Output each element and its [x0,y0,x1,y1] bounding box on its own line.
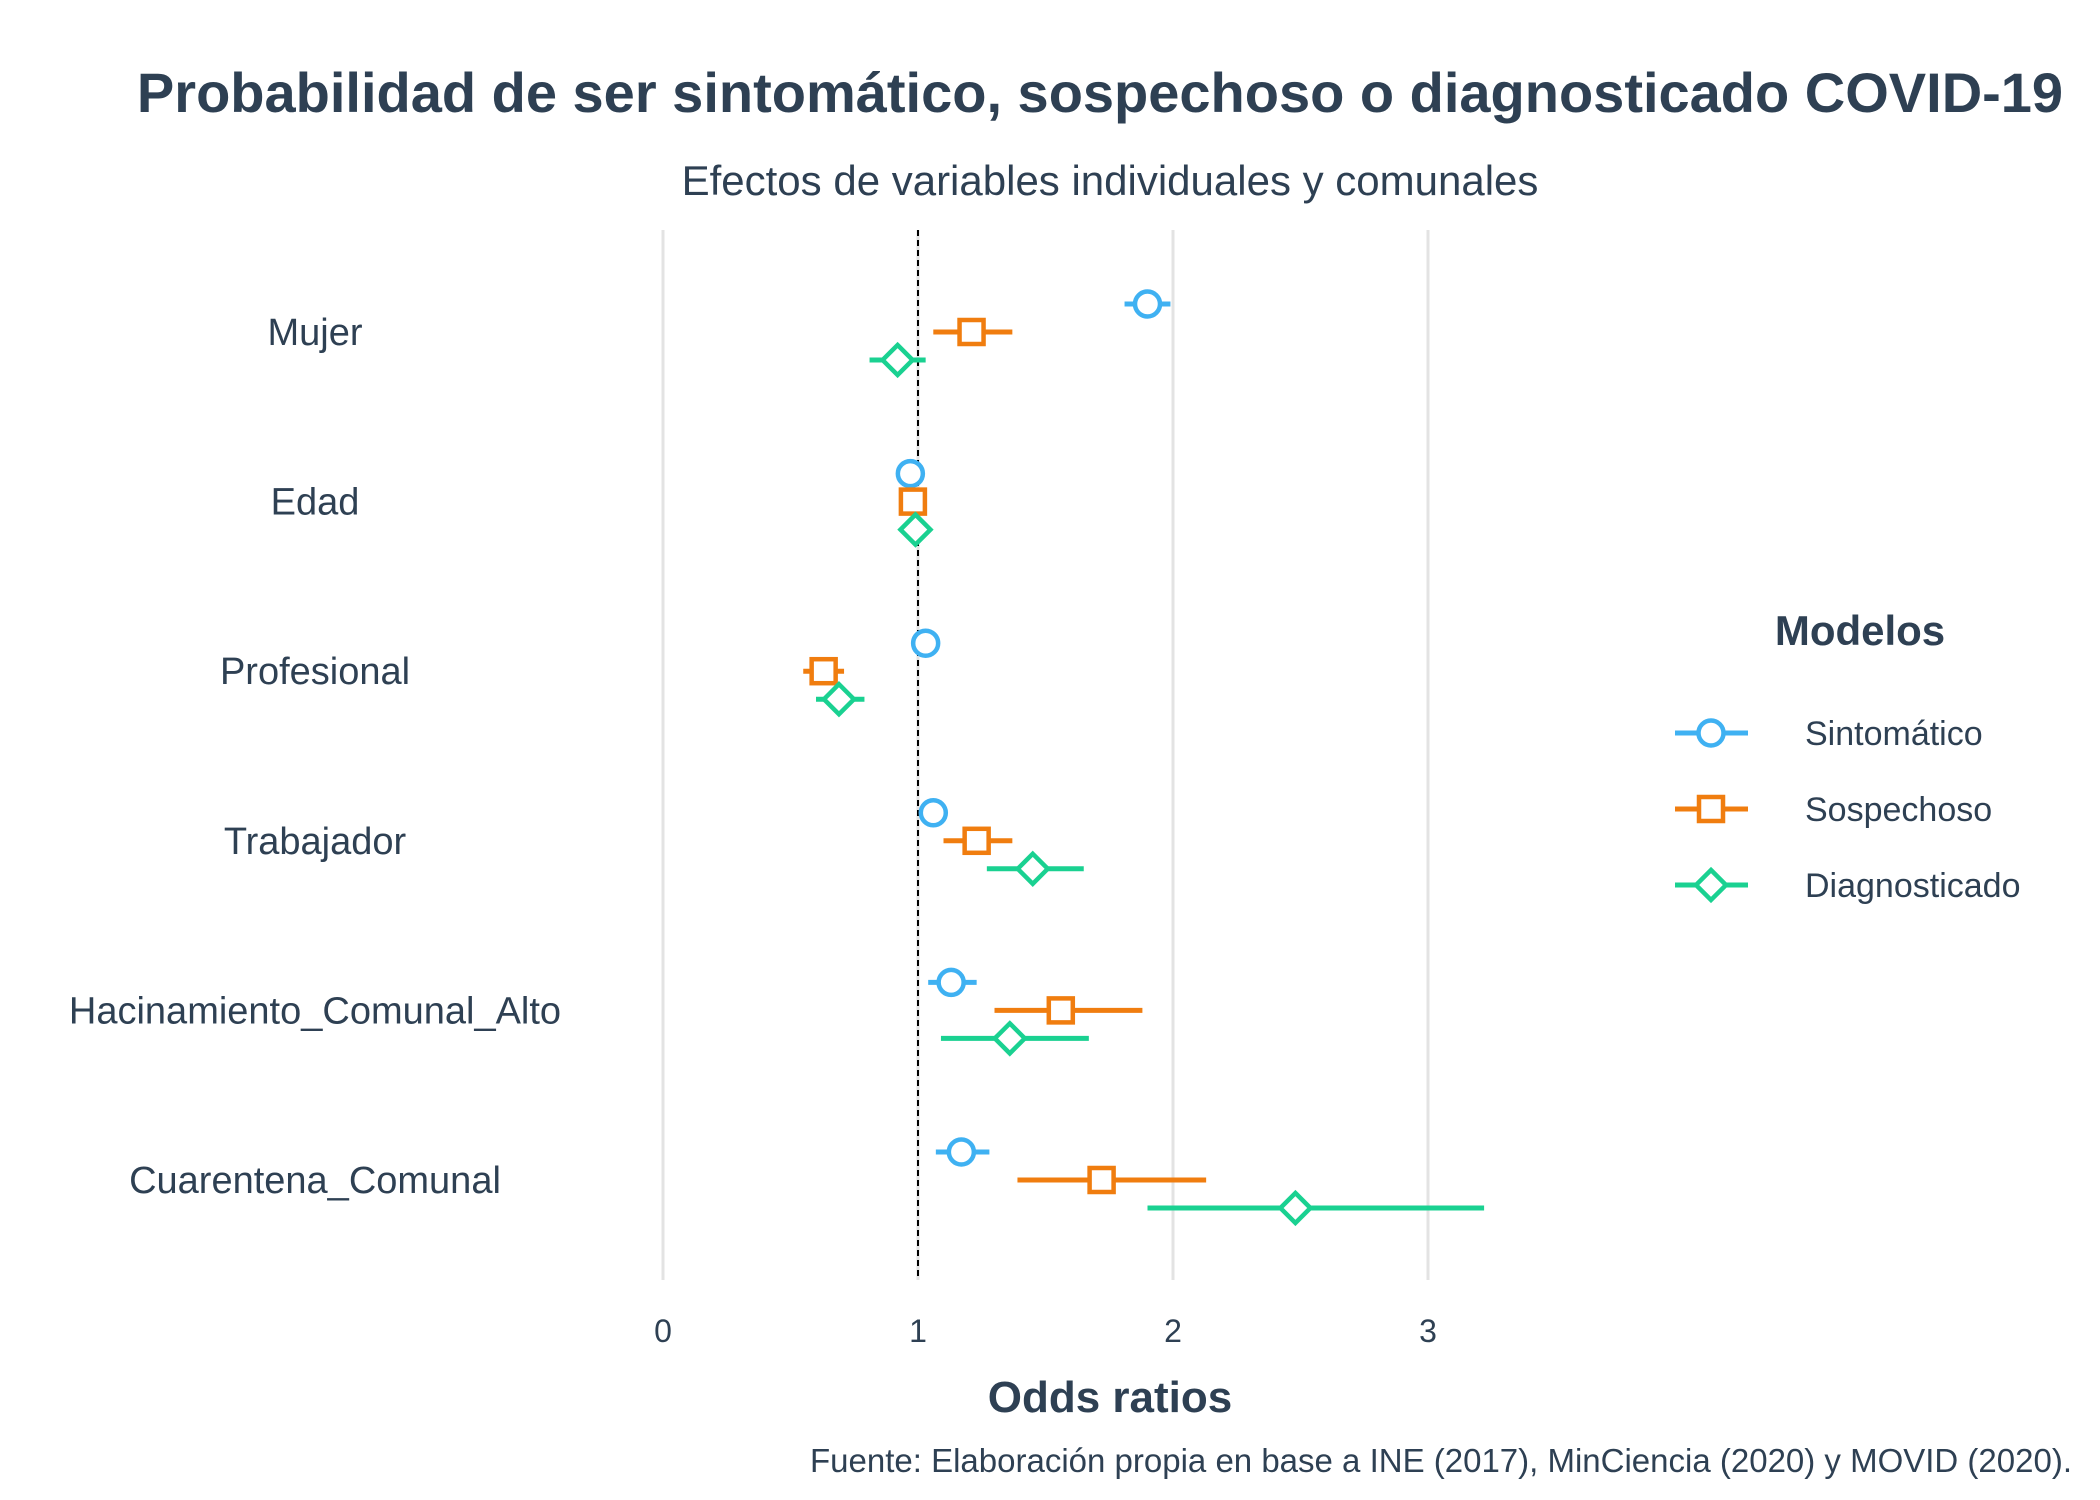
chart-title: Probabilidad de ser sintomático, sospech… [137,61,2063,124]
point-marker [879,341,916,379]
data-marks [803,289,1485,1227]
chart-subtitle: Efectos de variables individuales y comu… [682,157,1539,204]
legend-title: Modelos [1775,607,1945,654]
category-label: Profesional [220,651,410,693]
series-diagnosticado [816,341,1485,1227]
legend-key-marker [1696,794,1726,824]
legend-item-sintomático: Sintomático [1675,715,1983,753]
point-marker [1132,289,1163,319]
legend-key-marker [1692,866,1730,904]
category-labels: Mujer Edad Profesional Trabajador Hacinamien… [69,312,561,1202]
legend-item-sospechoso: Sospechoso [1675,791,1992,829]
point-marker [946,1137,977,1167]
x-tick-labels: 0 1 2 3 [654,1313,1437,1349]
chart-caption: Fuente: Elaboración propia en base a INE… [810,1442,2072,1479]
legend: Sintomático Sospechoso Diagnosticado [1675,715,2020,905]
x-tick-label: 2 [1164,1313,1182,1349]
point-marker [820,681,858,718]
point-marker [1014,850,1051,887]
category-label: Mujer [267,312,362,354]
legend-label: Sintomático [1805,715,1983,753]
series-sospechoso [803,317,1207,1195]
category-label: Edad [271,482,360,524]
category-label: Hacinamiento_Comunal_Alto [69,990,561,1032]
legend-label: Sospechoso [1805,791,1992,829]
point-marker [910,628,941,658]
x-axis-title: Odds ratios [988,1373,1233,1422]
point-marker [898,487,928,516]
point-marker [895,458,926,489]
point-marker [1087,1165,1116,1195]
x-tick-label: 3 [1419,1313,1437,1349]
point-marker [1046,996,1076,1025]
category-label: Cuarentena_Comunal [129,1160,501,1202]
point-marker [897,511,934,548]
legend-key-marker [1696,718,1726,748]
point-marker [991,1020,1028,1057]
point-marker [957,317,986,347]
point-marker [962,826,991,856]
point-marker [1277,1189,1314,1227]
legend-label: Diagnosticado [1805,867,2020,905]
point-marker [936,967,966,998]
x-tick-label: 1 [909,1313,927,1349]
legend-item-diagnosticado: Diagnosticado [1675,866,2020,905]
series-sintomático [895,289,1171,1167]
point-marker [809,656,838,686]
grid-layer [661,230,1430,1280]
category-label: Trabajador [224,821,407,863]
x-tick-label: 0 [654,1313,672,1349]
point-marker [918,798,949,828]
